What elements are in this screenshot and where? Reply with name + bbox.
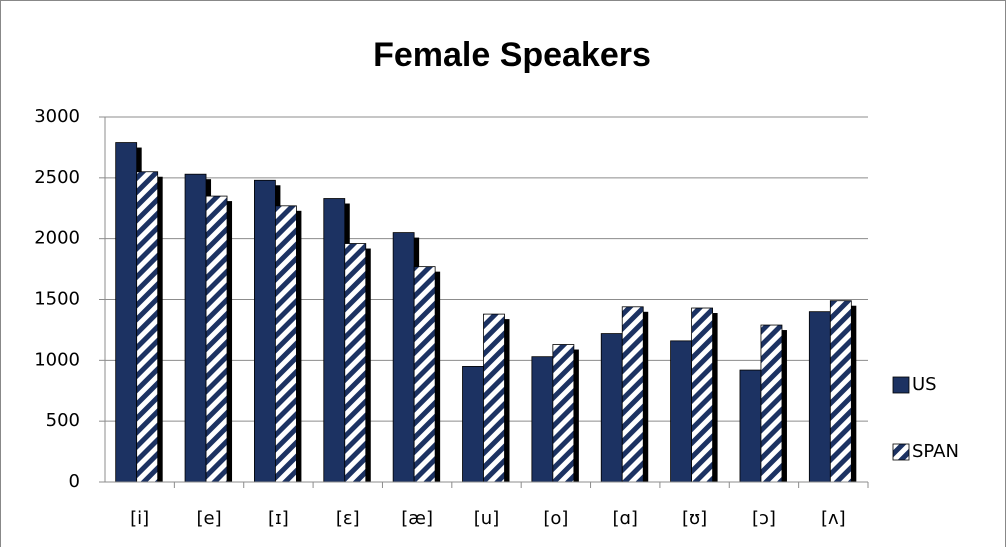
bar	[829, 300, 852, 483]
bar	[275, 205, 297, 483]
legend-label: SPAN	[912, 441, 959, 462]
x-tick-label: [ɛ]	[336, 508, 360, 529]
legend-label: US	[912, 374, 937, 395]
y-tick-label: 500	[46, 410, 80, 431]
bar	[691, 307, 713, 483]
bar	[621, 306, 644, 483]
y-tick-label: 3000	[34, 106, 80, 127]
bar	[136, 171, 159, 483]
x-tick-label: [ɪ]	[268, 508, 289, 529]
x-tick-label: [ʌ]	[821, 508, 846, 529]
x-tick-label: [ʊ]	[682, 508, 707, 529]
bar	[323, 198, 346, 483]
bar	[531, 356, 554, 483]
x-tick-label: [u]	[474, 508, 499, 529]
bar	[392, 232, 415, 483]
x-tick-label: [i]	[130, 508, 149, 529]
bar	[670, 340, 692, 483]
bar	[344, 243, 367, 483]
x-tick-label: [o]	[543, 508, 568, 529]
bar	[760, 324, 783, 483]
bar	[808, 311, 831, 483]
y-tick-label: 1000	[34, 349, 80, 370]
y-tick-label: 1500	[34, 289, 80, 310]
y-tick-label: 0	[69, 471, 80, 492]
bar	[413, 266, 436, 483]
x-tick-label: [e]	[196, 508, 221, 529]
bar	[600, 333, 623, 483]
x-tick-label: [æ]	[401, 508, 433, 529]
legend-swatch	[892, 443, 910, 461]
bar	[184, 173, 207, 483]
bar	[739, 369, 762, 483]
bar	[205, 195, 228, 483]
y-tick-label: 2000	[34, 228, 80, 249]
bar	[115, 142, 138, 483]
x-tick-label: [ɔ]	[752, 508, 776, 529]
bar	[254, 179, 276, 483]
legend-swatch	[892, 376, 910, 394]
chart-title: Female Speakers	[373, 36, 651, 74]
bar	[483, 313, 505, 483]
bar	[552, 344, 575, 483]
bar	[462, 366, 484, 483]
x-tick-label: [ɑ]	[612, 508, 637, 529]
y-tick-label: 2500	[34, 167, 80, 188]
